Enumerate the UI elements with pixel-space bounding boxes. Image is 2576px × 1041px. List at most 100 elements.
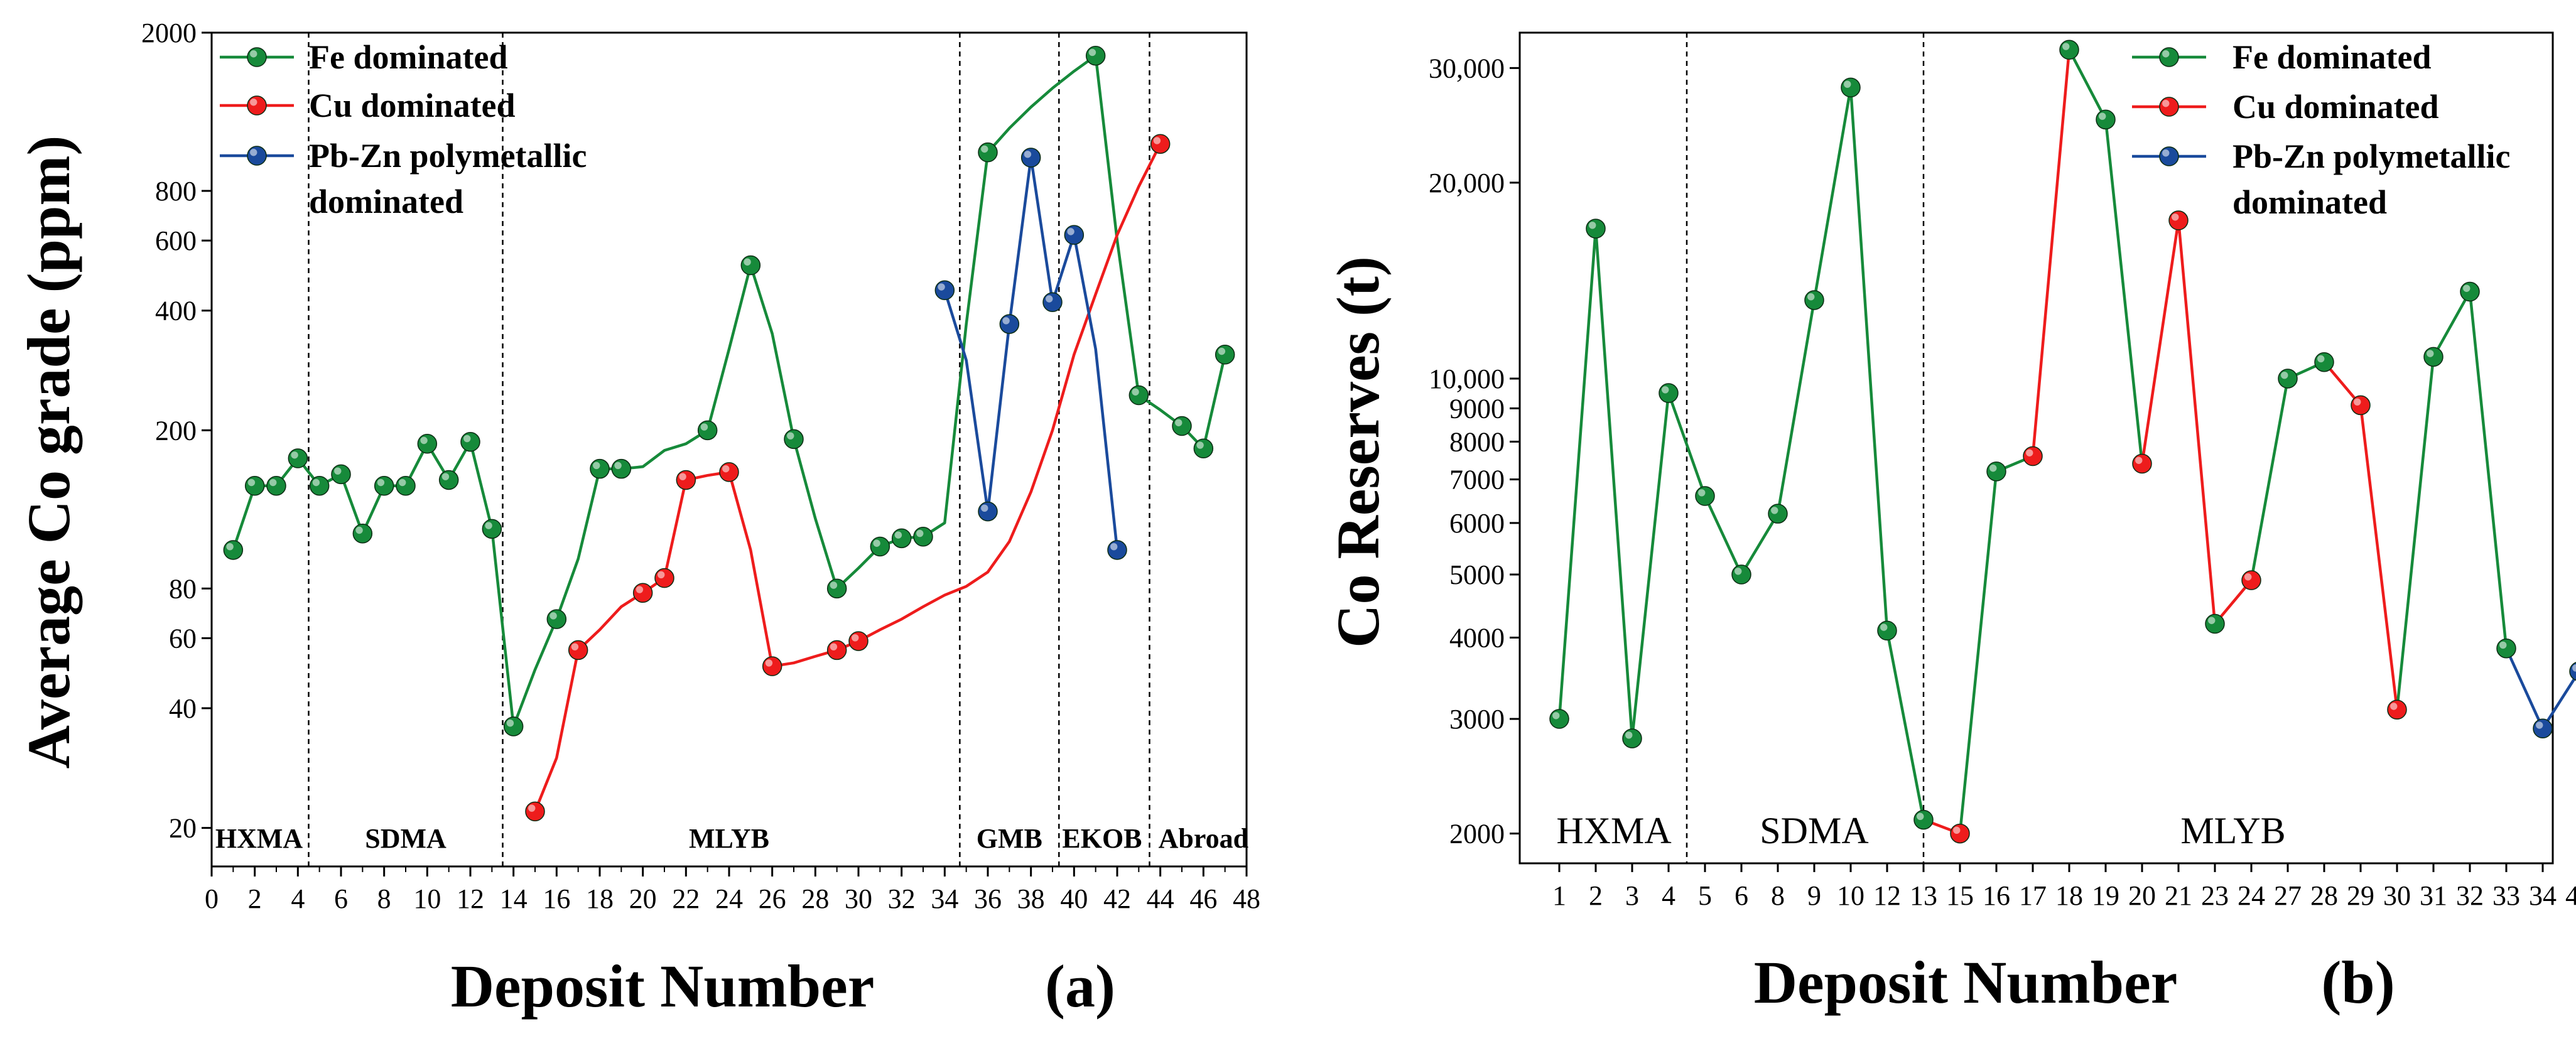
data-point-cu bbox=[568, 640, 588, 661]
marker-highlight bbox=[1880, 623, 1888, 631]
data-point-fe bbox=[417, 434, 438, 454]
marker-body bbox=[999, 314, 1020, 334]
marker-body bbox=[2132, 453, 2152, 474]
data-point-fe bbox=[826, 578, 847, 599]
data-point-cu bbox=[1150, 134, 1171, 154]
x-tick-label: 14 bbox=[500, 883, 528, 914]
data-point-pb bbox=[1042, 292, 1063, 312]
marker-highlight bbox=[1917, 812, 1924, 821]
data-point-cu bbox=[2023, 446, 2043, 467]
region-label: HXMA bbox=[215, 823, 303, 854]
marker-body bbox=[1064, 225, 1085, 245]
series-segment-fe bbox=[1703, 494, 1743, 576]
data-point-fe bbox=[1804, 290, 1824, 310]
marker-highlight bbox=[2463, 284, 2470, 292]
x-tick-label: 31 bbox=[2420, 880, 2447, 911]
marker-body bbox=[244, 476, 265, 496]
marker-highlight bbox=[2427, 350, 2434, 357]
data-point-fe bbox=[438, 470, 459, 490]
x-tick-label: 48 bbox=[1233, 883, 1260, 914]
data-point-fe bbox=[2496, 638, 2516, 659]
x-tick-label: 12 bbox=[1873, 880, 1901, 911]
marker-highlight bbox=[2172, 213, 2179, 221]
marker-body bbox=[247, 47, 267, 67]
marker-body bbox=[978, 142, 998, 163]
data-point-cu bbox=[676, 470, 696, 490]
legend-marker bbox=[247, 95, 267, 116]
marker-body bbox=[2533, 718, 2553, 739]
data-point-fe bbox=[1913, 809, 1934, 830]
marker-highlight bbox=[250, 149, 257, 156]
marker-body bbox=[611, 458, 632, 479]
marker-highlight bbox=[2208, 617, 2216, 624]
marker-highlight bbox=[2499, 641, 2507, 649]
y-tick-label: 7000 bbox=[1449, 465, 1505, 495]
marker-highlight bbox=[1046, 295, 1053, 303]
marker-body bbox=[697, 420, 718, 441]
marker-body bbox=[2023, 446, 2043, 467]
series-line-cu bbox=[533, 143, 1162, 812]
marker-highlight bbox=[1662, 386, 1669, 394]
y-tick-label: 6000 bbox=[1449, 508, 1505, 539]
data-point-fe bbox=[266, 476, 286, 496]
marker-highlight bbox=[2162, 50, 2170, 58]
marker-highlight bbox=[1589, 222, 1596, 229]
marker-highlight bbox=[981, 145, 988, 153]
marker-body bbox=[2159, 97, 2179, 117]
series-segment-fe bbox=[2395, 355, 2435, 711]
marker-highlight bbox=[2244, 573, 2252, 581]
x-tick-label: 3 bbox=[1625, 880, 1639, 911]
data-point-cu bbox=[1950, 823, 1970, 844]
marker-body bbox=[1659, 383, 1679, 403]
marker-highlight bbox=[830, 643, 838, 650]
marker-body bbox=[1128, 385, 1149, 406]
series-segment-fe bbox=[1667, 391, 1707, 498]
marker-highlight bbox=[1552, 712, 1560, 720]
x-tick-label: 4 bbox=[291, 883, 305, 914]
data-point-cu bbox=[2387, 699, 2407, 720]
marker-highlight bbox=[355, 526, 363, 534]
marker-body bbox=[1215, 345, 1235, 365]
marker-body bbox=[719, 462, 739, 482]
marker-body bbox=[1107, 540, 1127, 560]
y-axis-title: Average Co grade (ppm) bbox=[15, 136, 82, 769]
series-segment-fe bbox=[1740, 512, 1780, 576]
x-tick-label: 20 bbox=[629, 883, 657, 914]
data-point-fe bbox=[784, 429, 804, 450]
marker-highlight bbox=[981, 504, 988, 512]
x-tick-label: 19 bbox=[2092, 880, 2119, 911]
x-tick-label: 9 bbox=[1807, 880, 1821, 911]
data-point-fe bbox=[2205, 613, 2225, 634]
marker-highlight bbox=[852, 634, 859, 642]
x-tick-label: 4 bbox=[1662, 880, 1675, 911]
data-point-pb bbox=[2569, 662, 2576, 681]
legend-label: Cu dominated bbox=[2232, 88, 2439, 126]
marker-highlight bbox=[916, 529, 924, 537]
marker-highlight bbox=[722, 465, 730, 473]
series-segment-pb bbox=[2504, 647, 2545, 730]
marker-body bbox=[2241, 570, 2261, 590]
marker-highlight bbox=[247, 478, 256, 487]
data-point-pb bbox=[999, 314, 1020, 334]
marker-body bbox=[288, 448, 308, 468]
x-axis-title: Deposit Number bbox=[1754, 949, 2178, 1016]
data-point-fe bbox=[1768, 504, 1788, 524]
y-tick-label: 8000 bbox=[1449, 426, 1505, 457]
marker-body bbox=[1950, 823, 1970, 844]
x-tick-label: 36 bbox=[974, 883, 1002, 914]
marker-body bbox=[2387, 699, 2407, 720]
x-tick-label: 18 bbox=[586, 883, 614, 914]
data-point-fe bbox=[740, 255, 761, 276]
x-tick-label: 15 bbox=[1946, 880, 1974, 911]
data-point-fe bbox=[2059, 40, 2079, 60]
data-point-fe bbox=[503, 716, 524, 736]
data-point-fe bbox=[697, 420, 718, 441]
x-tick-label: 34 bbox=[931, 883, 958, 914]
marker-highlight bbox=[420, 436, 428, 445]
data-point-cu bbox=[719, 462, 739, 482]
data-point-pb bbox=[978, 501, 998, 522]
series-segment-fe bbox=[2249, 377, 2290, 582]
panel-label: (a) bbox=[1045, 952, 1115, 1020]
marker-body bbox=[331, 464, 351, 485]
x-tick-label: 10 bbox=[413, 883, 441, 914]
